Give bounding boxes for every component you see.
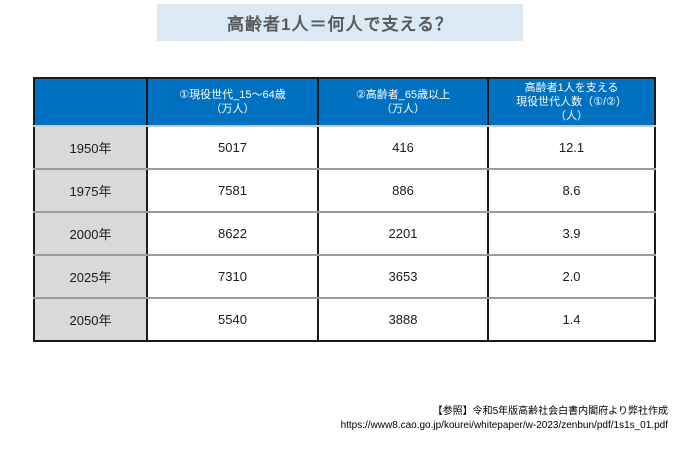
value-cell: 7581	[147, 169, 319, 213]
value-cell: 3.9	[488, 212, 655, 256]
source-url: https://www8.cao.go.jp/kourei/whitepaper…	[340, 420, 668, 431]
header-line: ②高齢者_65歳以上	[355, 88, 451, 101]
value-cell: 8622	[147, 212, 319, 256]
source-note: 【参照】令和5年版高齢社会白書内閣府より弊社作成 https://www8.ca…	[341, 405, 668, 433]
support-ratio-table: ①現役世代_15～64歳 （万人） ②高齢者_65歳以上 （万人） 高齢者1人を…	[33, 77, 656, 342]
year-cell: 1975年	[34, 169, 148, 213]
value-cell: 7310	[147, 255, 319, 299]
header-row: ①現役世代_15～64歳 （万人） ②高齢者_65歳以上 （万人） 高齢者1人を…	[34, 78, 655, 127]
header-line: （万人）	[381, 103, 425, 115]
value-cell: 886	[318, 169, 489, 213]
header-line: （万人）	[210, 103, 255, 115]
table-row: 1950年 5017 416 12.1	[34, 126, 655, 170]
value-cell: 2.0	[488, 255, 655, 299]
value-cell: 3653	[318, 255, 489, 299]
year-cell: 2025年	[34, 255, 148, 299]
value-cell: 8.6	[488, 169, 655, 213]
year-cell: 1950年	[34, 126, 148, 170]
corner-cell	[34, 78, 148, 127]
value-cell: 12.1	[488, 126, 655, 170]
header-line: 現役世代人数（①/②）	[516, 95, 627, 108]
value-cell: 2201	[318, 212, 489, 256]
value-cell: 416	[318, 126, 489, 170]
value-cell: 5540	[147, 298, 319, 341]
value-cell: 5017	[147, 126, 319, 170]
column-header-elderly: ②高齢者_65歳以上 （万人）	[318, 78, 489, 127]
table-row: 1975年 7581 886 8.6	[34, 169, 655, 213]
value-cell: 3888	[318, 298, 489, 341]
header-line: （人）	[555, 110, 588, 123]
header-line: 高齢者1人を支える	[524, 81, 619, 94]
header-line: ①現役世代_15～64歳	[179, 88, 286, 101]
year-cell: 2000年	[34, 212, 148, 256]
page-title: 高齢者1人＝何人で支える？	[157, 4, 523, 41]
table-row: 2050年 5540 3888 1.4	[34, 298, 655, 341]
table-row: 2000年 8622 2201 3.9	[34, 212, 655, 256]
column-header-support-ratio: 高齢者1人を支える 現役世代人数（①/②） （人）	[488, 78, 655, 127]
table-row: 2025年 7310 3653 2.0	[34, 255, 655, 299]
year-cell: 2050年	[34, 298, 148, 341]
source-reference: 【参照】令和5年版高齢社会白書内閣府より弊社作成	[432, 406, 668, 417]
column-header-working-age: ①現役世代_15～64歳 （万人）	[147, 78, 319, 127]
value-cell: 1.4	[488, 298, 655, 341]
